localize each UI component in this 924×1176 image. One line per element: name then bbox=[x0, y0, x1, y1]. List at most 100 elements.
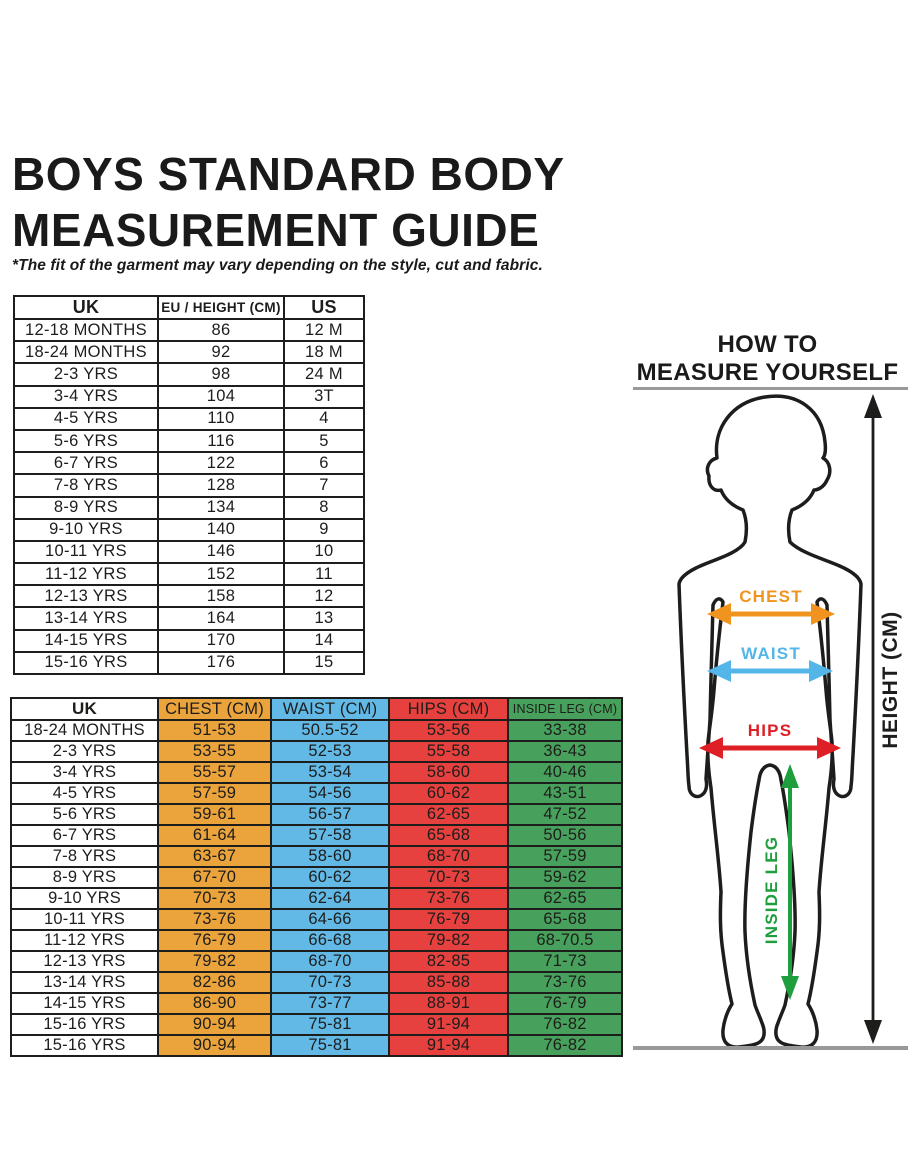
table-cell: 9-10 YRS bbox=[13, 517, 159, 542]
table-cell: 8 bbox=[283, 495, 365, 520]
table-cell: 76-79 bbox=[157, 929, 272, 952]
measurement-diagram: HEIGHT (CM) CHEST WAIST HIPS INSIDE LEG bbox=[633, 394, 908, 1050]
table-cell: 15 bbox=[283, 650, 365, 676]
table-row: 11-12 YRS 76-79 66-68 79-82 68-70.5 bbox=[10, 929, 623, 952]
column-header: INSIDE LEG (CM) bbox=[507, 697, 623, 721]
table-cell: 50-56 bbox=[507, 824, 623, 847]
table-cell: 82-86 bbox=[157, 971, 272, 994]
table-cell: 40-46 bbox=[507, 761, 623, 784]
waist-arrow-head-left bbox=[707, 660, 731, 682]
table-cell: 43-51 bbox=[507, 782, 623, 805]
table-row: 7-8 YRS 63-67 58-60 68-70 57-59 bbox=[10, 845, 623, 868]
table-row: 2-3 YRS 98 24 M bbox=[13, 362, 365, 387]
waist-label: WAIST bbox=[741, 644, 801, 663]
inside-leg-label: INSIDE LEG bbox=[762, 836, 781, 944]
column-header: WAIST (CM) bbox=[270, 697, 390, 721]
column-header: UK bbox=[13, 295, 159, 320]
table-cell: 54-56 bbox=[270, 782, 390, 805]
measure-guide-heading: HOW TO MEASURE YOURSELF bbox=[620, 331, 915, 387]
table-cell: 70-73 bbox=[270, 971, 390, 994]
table-cell: 57-59 bbox=[157, 782, 272, 805]
table-cell: 110 bbox=[157, 406, 285, 431]
table-cell: 70-73 bbox=[157, 887, 272, 910]
table-cell: 62-65 bbox=[507, 887, 623, 910]
table-cell: 57-59 bbox=[507, 845, 623, 868]
table-row: 15-16 YRS 90-94 75-81 91-94 76-82 bbox=[10, 1034, 623, 1057]
table-cell: 50.5-52 bbox=[270, 719, 390, 742]
table-row: 12-18 MONTHS 86 12 M bbox=[13, 317, 365, 343]
table-cell: 59-61 bbox=[157, 803, 272, 826]
table-cell: 7 bbox=[283, 473, 365, 498]
table-cell: 152 bbox=[157, 562, 285, 587]
table-row: 7-8 YRS 128 7 bbox=[13, 473, 365, 498]
table-cell: 4-5 YRS bbox=[10, 782, 159, 805]
table-cell: 62-64 bbox=[270, 887, 390, 910]
table-cell: 66-68 bbox=[270, 929, 390, 952]
table-cell: 68-70.5 bbox=[507, 929, 623, 952]
table-cell: 57-58 bbox=[270, 824, 390, 847]
table-cell: 5-6 YRS bbox=[13, 428, 159, 454]
body-silhouette-illustration bbox=[677, 394, 863, 1049]
table-cell: 53-55 bbox=[157, 740, 272, 763]
table-cell: 12-13 YRS bbox=[13, 584, 159, 609]
measure-guide-heading-line2: MEASURE YOURSELF bbox=[636, 359, 899, 386]
table-cell: 10-11 YRS bbox=[10, 908, 159, 931]
inside-leg-arrow-head-bottom bbox=[781, 976, 799, 1000]
table-cell: 67-70 bbox=[157, 866, 272, 889]
chest-label: CHEST bbox=[739, 587, 803, 606]
table-cell: 11-12 YRS bbox=[13, 562, 159, 587]
table-cell: 76-82 bbox=[507, 1034, 623, 1057]
table-cell: 15-16 YRS bbox=[10, 1013, 159, 1036]
table-cell: 15-16 YRS bbox=[13, 650, 159, 676]
table-cell: 11-12 YRS bbox=[10, 929, 159, 952]
table-cell: 62-65 bbox=[388, 803, 509, 826]
table-cell: 6-7 YRS bbox=[13, 451, 159, 476]
table-cell: 13-14 YRS bbox=[10, 971, 159, 994]
table-row: 11-12 YRS 152 11 bbox=[13, 562, 365, 587]
table-cell: 82-85 bbox=[388, 950, 509, 973]
table-cell: 15-16 YRS bbox=[10, 1034, 159, 1057]
table-cell: 88-91 bbox=[388, 992, 509, 1015]
measure-guide-heading-line1: HOW TO bbox=[717, 331, 818, 358]
page-title-line1: BOYS STANDARD BODY bbox=[12, 148, 565, 200]
table-cell: 53-54 bbox=[270, 761, 390, 784]
table-cell: 104 bbox=[157, 384, 285, 409]
table-cell: 2-3 YRS bbox=[10, 740, 159, 763]
table-cell: 63-67 bbox=[157, 845, 272, 868]
inside-leg-arrow-head-top bbox=[781, 764, 799, 788]
table-cell: 3T bbox=[283, 384, 365, 409]
table-cell: 79-82 bbox=[157, 950, 272, 973]
table-cell: 9 bbox=[283, 517, 365, 542]
table-cell: 90-94 bbox=[157, 1013, 272, 1036]
hips-arrow bbox=[699, 737, 841, 759]
column-header: US bbox=[283, 295, 365, 320]
table-cell: 76-82 bbox=[507, 1013, 623, 1036]
table-cell: 68-70 bbox=[388, 845, 509, 868]
table-cell: 170 bbox=[157, 628, 285, 653]
table-cell: 6-7 YRS bbox=[10, 824, 159, 847]
table-cell: 65-68 bbox=[388, 824, 509, 847]
table-row: 5-6 YRS 116 5 bbox=[13, 428, 365, 454]
table-cell: 52-53 bbox=[270, 740, 390, 763]
table-row: 5-6 YRS 59-61 56-57 62-65 47-52 bbox=[10, 803, 623, 826]
table-row: 12-13 YRS 79-82 68-70 82-85 71-73 bbox=[10, 950, 623, 973]
table-cell: 18-24 MONTHS bbox=[13, 340, 159, 365]
table-cell: 98 bbox=[157, 362, 285, 387]
table-cell: 65-68 bbox=[507, 908, 623, 931]
table-row: 4-5 YRS 110 4 bbox=[13, 406, 365, 431]
table-cell: 10-11 YRS bbox=[13, 539, 159, 565]
table-cell: 146 bbox=[157, 539, 285, 565]
table-cell: 122 bbox=[157, 451, 285, 476]
table-cell: 116 bbox=[157, 428, 285, 454]
table-cell: 13-14 YRS bbox=[13, 606, 159, 631]
table-row: 9-10 YRS 140 9 bbox=[13, 517, 365, 542]
table-row: 6-7 YRS 122 6 bbox=[13, 451, 365, 476]
waist-arrow bbox=[707, 660, 833, 682]
table-row: 15-16 YRS 176 15 bbox=[13, 650, 365, 676]
column-header: HIPS (CM) bbox=[388, 697, 509, 721]
table-cell: 5-6 YRS bbox=[10, 803, 159, 826]
table-cell: 12-18 MONTHS bbox=[13, 317, 159, 343]
table-row: 14-15 YRS 170 14 bbox=[13, 628, 365, 653]
table-row: 4-5 YRS 57-59 54-56 60-62 43-51 bbox=[10, 782, 623, 805]
table-cell: 75-81 bbox=[270, 1034, 390, 1057]
